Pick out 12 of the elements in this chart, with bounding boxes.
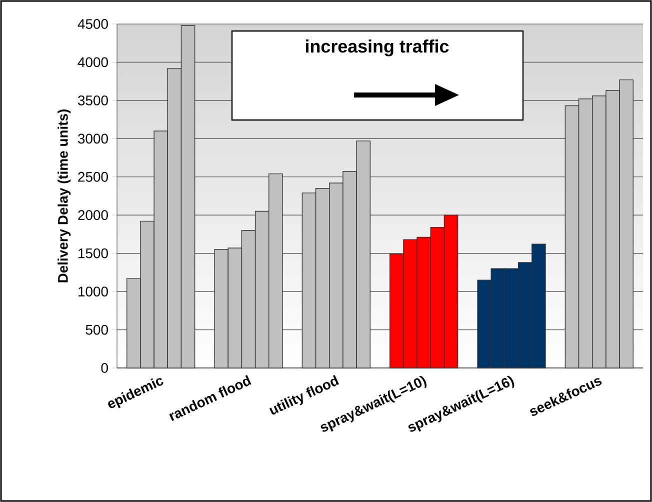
- y-tick-label: 3500: [78, 95, 108, 106]
- y-tick-label: 2500: [78, 172, 108, 182]
- y-tick-label: 500: [86, 324, 108, 335]
- y-tick-label: 3000: [78, 134, 108, 144]
- annotation: increasing traffic: [306, 40, 449, 56]
- y-tick-label: 0: [101, 363, 108, 373]
- y-tick-label: 2000: [78, 210, 108, 220]
- y-axis-title: Delivery Delay (time units): [58, 109, 71, 282]
- y-tick-label: 4000: [78, 57, 108, 68]
- y-tick-label: 1500: [78, 248, 108, 258]
- y-tick-label: 4500: [78, 19, 108, 29]
- y-tick-label: 1000: [78, 286, 108, 296]
